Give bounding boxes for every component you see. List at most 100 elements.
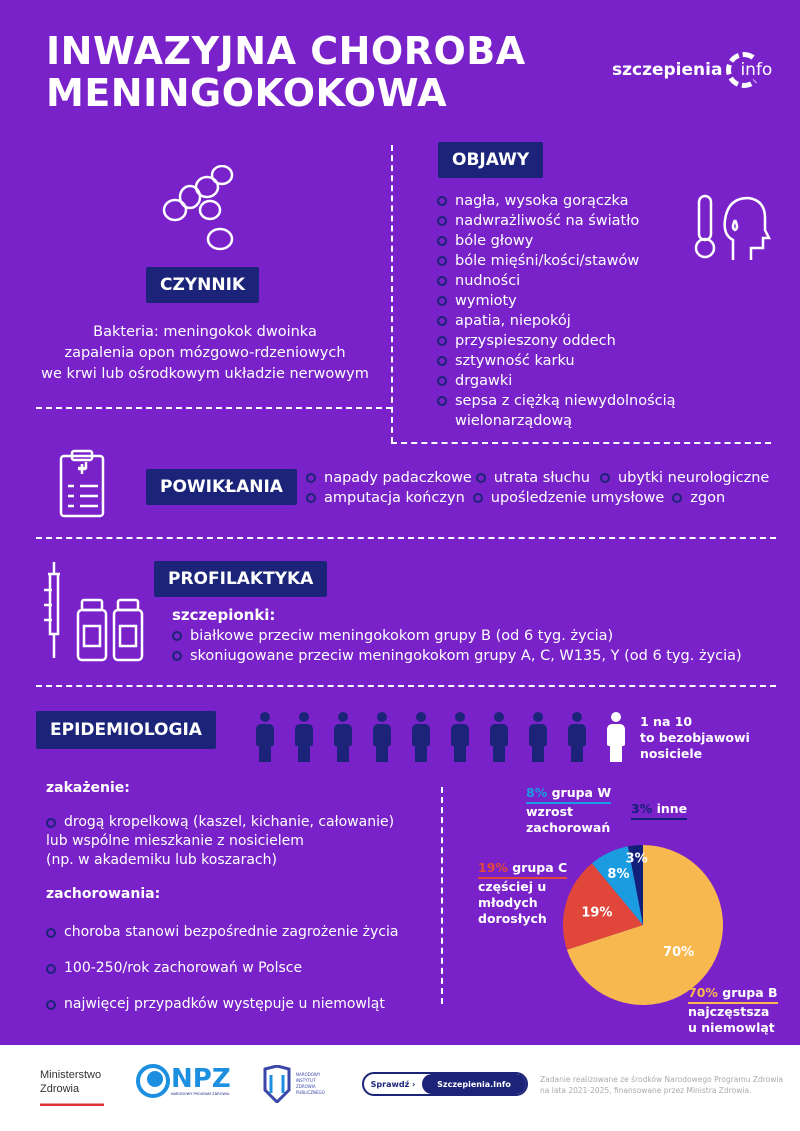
pie-data-label: 3% (626, 851, 648, 866)
epidemiologia-heading: EPIDEMIOLOGIA (36, 711, 216, 749)
item-text: bóle mięśni/kości/stawów (455, 253, 640, 269)
funding-note: Zadanie realizowane ze środków Narodoweg… (540, 1074, 783, 1096)
title-line: INWAZYJNA CHOROBA (46, 29, 526, 73)
text-line: zapalenia opon mózgowo-rdzeniowych (64, 345, 346, 361)
item-text: nadwrażliwość na światło (455, 213, 640, 229)
legend-value: 19% (478, 860, 508, 875)
npz-drop-icon (136, 1064, 170, 1098)
bullet-icon (46, 1000, 56, 1010)
item-text: bóle głowy (455, 233, 534, 249)
flag-stripe (40, 1102, 104, 1106)
person-icon (566, 712, 588, 762)
fever-thermometer-icon (694, 194, 772, 260)
person-icon (488, 712, 510, 762)
list-item: utrata słuchu (475, 468, 590, 488)
bullet-icon (437, 216, 447, 226)
divider (391, 442, 771, 444)
list-item: sepsa z ciężką niewydolnością wielonarzą… (437, 391, 697, 431)
npz-title: NPZ (171, 1064, 231, 1094)
item-text: wymioty (455, 293, 517, 309)
list-item: napady padaczkowe (306, 468, 472, 488)
pie-slice-inne (628, 845, 643, 925)
list-item: bóle mięśni/kości/stawów (437, 251, 697, 271)
carriers-pictogram (254, 712, 627, 762)
szczepienia-info-logo[interactable]: szczepienia info (612, 52, 772, 88)
item-text: ubytki neurologiczne (617, 470, 770, 486)
nizp-logo: NARODOWY INSTYTUT ZDROWIA PUBLICZNEGO (262, 1065, 330, 1103)
bullet-icon (437, 316, 447, 326)
bacteria-icon (162, 165, 234, 251)
ministry-logo: Ministerstwo Zdrowia (40, 1068, 104, 1106)
person-icon (527, 712, 549, 762)
list-item: sztywność karku (437, 351, 697, 371)
bullet-icon (472, 493, 483, 503)
check-label: Sprawdź › (364, 1074, 422, 1094)
person-icon (371, 712, 393, 762)
list-item: amputacja kończyn (306, 488, 465, 508)
item-text: nagła, wysoka gorączka (455, 193, 629, 209)
divider (391, 145, 393, 443)
npz-text: NPZ NARODOWY PROGRAM ZDROWIA (171, 1066, 231, 1096)
list-item: apatia, niepokój (437, 311, 697, 331)
item-text: apatia, niepokój (455, 313, 571, 329)
item-text: skoniugowane przeciw meningokokom grupy … (190, 648, 742, 664)
bullet-icon (437, 236, 447, 246)
item-text: choroba stanowi bezpośrednie zagrożenie … (64, 924, 399, 940)
legend-desc: najczęstsza (688, 1004, 770, 1019)
bullet-icon (437, 356, 447, 366)
bullet-icon (599, 473, 610, 483)
bullet-icon (672, 493, 683, 503)
list-item: najwięcej przypadków występuje u niemowl… (46, 995, 385, 1014)
pie-data-label: 8% (607, 867, 629, 882)
legend-title: 19% grupa C (478, 860, 568, 879)
clipboard-medical-icon (59, 449, 105, 518)
czynnik-description: Bakteria: meningokok dwoinka zapalenia o… (20, 322, 390, 385)
legend-grupa-b: 70% grupa B najczęstsza u niemowląt (688, 985, 778, 1036)
bullet-icon (437, 396, 447, 406)
item-text: drogą kropelkową (kaszel, kichanie, cało… (64, 814, 395, 830)
profilaktyka-heading: PROFILAKTYKA (154, 561, 328, 597)
zachorowania-label: zachorowania: (46, 886, 161, 902)
page-title: INWAZYJNA CHOROBA MENINGOKOKOWA (46, 30, 526, 114)
legend-desc: zachorowań (526, 820, 611, 835)
text-line: Ministerstwo (40, 1069, 102, 1081)
person-icon (410, 712, 432, 762)
bullet-icon (437, 196, 447, 206)
nizp-text: NARODOWY INSTYTUT ZDROWIA PUBLICZNEGO (296, 1072, 325, 1095)
bullet-icon (437, 376, 447, 386)
check-site: Szczepienia.Info (422, 1074, 526, 1094)
list-item: nagła, wysoka gorączka (437, 191, 697, 211)
npz-logo: NPZ NARODOWY PROGRAM ZDROWIA (135, 1063, 231, 1099)
bullet-icon (172, 631, 182, 641)
objawy-heading: OBJAWY (438, 142, 544, 178)
zakazenie-label: zakażenie: (46, 780, 130, 796)
text-line: to bezobjawowi (640, 730, 750, 745)
vaccines-label: szczepionki: (172, 606, 276, 624)
legend-name: grupa B (722, 985, 778, 1000)
legend-name: grupa C (512, 860, 568, 875)
bullet-icon (437, 256, 447, 266)
pie-data-label: 19% (581, 906, 612, 921)
text-line: Bakteria: meningokok dwoinka (93, 324, 317, 340)
person-icon (293, 712, 315, 762)
legend-value: 70% (688, 985, 718, 1000)
legend-name: inne (656, 801, 688, 816)
bullet-icon (306, 473, 316, 483)
czynnik-heading: CZYNNIK (146, 267, 260, 303)
divider (36, 407, 392, 409)
footer: Ministerstwo Zdrowia NPZ NARODOWY PROGRAM… (0, 1045, 800, 1131)
item-text: upośledzenie umysłowe (490, 490, 665, 506)
bullet-icon (437, 276, 447, 286)
list-item: wymioty (437, 291, 697, 311)
item-text: nudności (455, 273, 521, 289)
pie-slice-grupa-W (592, 846, 643, 925)
list-row: amputacja kończyn upośledzenie umysłowe … (306, 488, 796, 508)
legend-desc: częściej u (478, 879, 547, 894)
list-item: skoniugowane przeciw meningokokom grupy … (172, 646, 792, 666)
item-text: utrata słuchu (493, 470, 590, 486)
list-item: białkowe przeciw meningokokom grupy B (o… (172, 626, 792, 646)
check-szczepienia-button[interactable]: Sprawdź › Szczepienia.Info (362, 1072, 528, 1096)
legend-desc: dorosłych (478, 911, 547, 926)
list-item: drgawki (437, 371, 697, 391)
infographic: INWAZYJNA CHOROBA MENINGOKOKOWA szczepie… (0, 0, 800, 1045)
